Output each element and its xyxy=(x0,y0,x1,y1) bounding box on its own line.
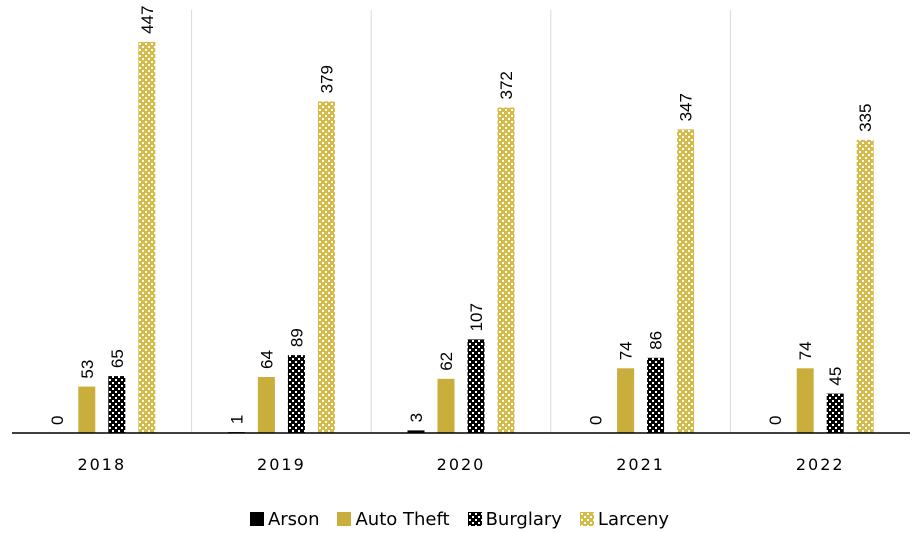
legend-label-arson: Arson xyxy=(267,508,320,530)
legend-label-larceny: Larceny xyxy=(597,508,670,530)
x-tick-label-2020: 2020 xyxy=(437,455,486,474)
legend: Arson Auto Theft Burglary Larceny xyxy=(0,506,919,532)
data-label-arson-2019: 1 xyxy=(227,415,246,424)
bar-burglary-2018 xyxy=(108,376,126,433)
bar-larceny-2019 xyxy=(317,101,335,434)
bar-arson-2020 xyxy=(407,430,425,433)
bar-chart: 0 53 65 447 1 64 89 379 3 62 107 372 0 74 86 347 0 74 45 33… xyxy=(12,6,910,474)
legend-item-larceny: Larceny xyxy=(579,508,670,530)
data-label-larceny-2019: 379 xyxy=(317,65,336,93)
data-label-arson-2020: 3 xyxy=(407,413,426,422)
legend-label-auto-theft: Auto Theft xyxy=(355,508,450,530)
data-label-arson-2022: 0 xyxy=(766,416,785,425)
data-label-larceny-2021: 347 xyxy=(677,93,696,121)
bar-larceny-2020 xyxy=(497,107,515,433)
data-label-burglary-2018: 65 xyxy=(108,349,127,368)
bars-group xyxy=(78,41,874,434)
x-tick-label-2018: 2018 xyxy=(77,455,126,474)
legend-swatch-auto-theft xyxy=(337,512,352,526)
data-label-auto-theft-2022: 74 xyxy=(796,341,815,360)
legend-swatch-larceny xyxy=(579,512,594,526)
data-labels-group: 0 53 65 447 1 64 89 379 3 62 107 372 0 74 86 347 0 74 45 33… xyxy=(48,6,875,425)
bar-larceny-2022 xyxy=(856,139,874,433)
data-label-burglary-2022: 45 xyxy=(826,367,845,386)
x-tick-label-2022: 2022 xyxy=(796,455,845,474)
bar-burglary-2019 xyxy=(287,355,305,433)
x-tick-label-2021: 2021 xyxy=(616,455,665,474)
legend-item-arson: Arson xyxy=(249,508,320,530)
x-tick-labels-group: 2018 2019 2020 2021 2022 xyxy=(77,455,845,474)
bar-auto-theft-2021 xyxy=(617,368,635,434)
x-tick-label-2019: 2019 xyxy=(257,455,306,474)
data-label-larceny-2020: 372 xyxy=(497,71,516,99)
legend-item-burglary: Burglary xyxy=(467,508,562,530)
data-label-auto-theft-2021: 74 xyxy=(617,341,636,360)
legend-item-auto-theft: Auto Theft xyxy=(337,508,450,530)
bar-auto-theft-2018 xyxy=(78,386,96,433)
data-label-larceny-2022: 335 xyxy=(856,104,875,132)
legend-swatch-burglary xyxy=(467,512,482,526)
data-label-burglary-2021: 86 xyxy=(647,331,666,350)
bar-burglary-2021 xyxy=(647,357,665,434)
legend-swatch-arson xyxy=(249,512,264,526)
data-label-arson-2021: 0 xyxy=(587,416,606,425)
bar-auto-theft-2019 xyxy=(257,377,275,433)
data-label-auto-theft-2020: 62 xyxy=(437,352,456,371)
data-label-burglary-2019: 89 xyxy=(287,328,306,347)
category-gridlines xyxy=(191,10,731,433)
bar-larceny-2021 xyxy=(677,129,695,433)
bar-auto-theft-2020 xyxy=(437,378,455,434)
bar-larceny-2018 xyxy=(138,41,156,434)
legend-label-burglary: Burglary xyxy=(485,508,562,530)
data-label-arson-2018: 0 xyxy=(48,416,67,425)
bar-burglary-2020 xyxy=(467,339,485,433)
data-label-larceny-2018: 447 xyxy=(138,6,157,34)
bar-burglary-2022 xyxy=(826,393,844,433)
data-label-auto-theft-2018: 53 xyxy=(78,360,97,379)
data-label-burglary-2020: 107 xyxy=(467,303,486,331)
data-label-auto-theft-2019: 64 xyxy=(257,350,276,369)
bar-auto-theft-2022 xyxy=(796,368,814,434)
